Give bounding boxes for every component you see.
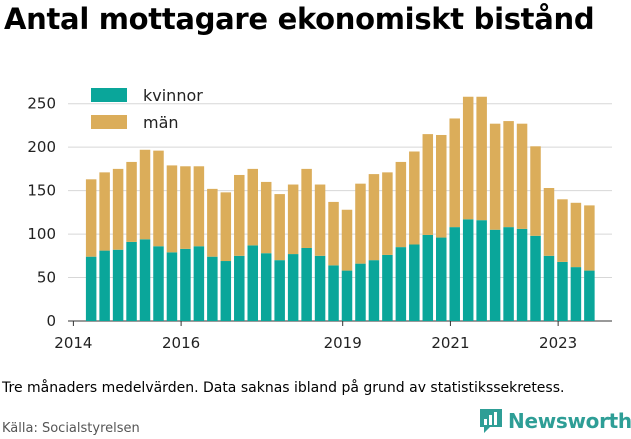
bar-män [220,192,232,262]
bar-kvinnor [207,256,218,321]
x-tick-label: 2019 [324,334,362,352]
bar-män [85,179,97,257]
brand-logo[interactable]: Newsworthy [478,407,631,435]
y-tick-label: 150 [27,182,56,200]
bar-män [503,121,514,228]
bar-kvinnor [112,249,124,321]
bar-män [368,174,380,261]
bar-män [557,199,568,262]
bar-kvinnor [543,255,555,321]
bar-kvinnor [530,235,541,321]
bar-män [274,194,285,261]
bar-kvinnor [449,227,460,321]
bar-män [166,165,178,253]
bar-kvinnor [85,256,97,321]
bar-män [99,172,110,251]
y-tick-label: 50 [37,269,56,287]
bar-kvinnor [355,263,366,321]
bar-män [314,184,326,256]
bar-kvinnor [260,253,272,321]
brand-name: Newsworthy [508,409,631,433]
bar-män [395,161,407,248]
bar-kvinnor [287,254,299,321]
bar-män [193,166,205,247]
newsworthy-logo-icon [480,409,502,433]
y-tick-label: 0 [46,312,56,330]
legend-swatch [91,115,127,129]
bar-kvinnor [462,219,474,321]
bar-män [449,118,460,228]
x-tick-label: 2016 [162,334,200,352]
bar-män [180,166,191,249]
bar-kvinnor [153,246,164,321]
bar-kvinnor [328,265,339,321]
bar-kvinnor [234,255,245,321]
bar-kvinnor [301,247,312,321]
bar-män [462,96,474,220]
bar-män [247,168,258,246]
bar-kvinnor [247,245,258,321]
legend-label: män [143,113,179,132]
x-tick-label: 2014 [54,334,92,352]
bar-kvinnor [180,248,191,321]
y-tick-label: 250 [27,95,56,113]
bar-män [422,134,434,235]
y-tick-label: 200 [27,138,56,156]
source-label: Källa: Socialstyrelsen [2,421,140,436]
bar-kvinnor [503,227,514,321]
bar-män [287,184,299,255]
bar-män [341,209,353,271]
bar-män [328,201,339,266]
bar-kvinnor [274,260,285,321]
bar-kvinnor [436,237,447,321]
bar-män [260,181,272,254]
bar-kvinnor [368,260,380,321]
bar-män [530,146,541,236]
bar-kvinnor [516,228,528,321]
bar-män [126,161,137,242]
bar-kvinnor [220,261,232,321]
bar-kvinnor [382,254,393,321]
legend-swatch [91,88,127,102]
bar-män [516,123,528,229]
bar-kvinnor [139,239,151,321]
bar-män [570,202,582,268]
bar-män [153,150,164,247]
bar-män [543,188,555,256]
bar-män [476,96,487,221]
x-tick-label: 2021 [431,334,469,352]
bar-kvinnor [422,234,434,321]
bar-män [409,151,420,245]
y-tick-label: 100 [27,225,56,243]
bar-män [139,149,151,240]
bar-kvinnor [193,246,205,321]
bar-män [207,188,218,257]
bar-män [301,168,312,248]
bar-kvinnor [409,244,420,321]
bar-män [382,172,393,255]
bar-män [584,205,595,271]
legend-label: kvinnor [143,86,203,105]
bar-kvinnor [570,267,582,321]
bar-kvinnor [584,270,595,321]
bar-kvinnor [99,250,110,321]
bar-män [112,168,124,250]
chart-title: Antal mottagare ekonomiskt bistånd [4,2,595,36]
bar-män [234,174,245,256]
bar-män [489,123,501,230]
bar-kvinnor [557,261,568,321]
bar-kvinnor [476,220,487,321]
bar-kvinnor [166,252,178,321]
chart-note: Tre månaders medelvärden. Data saknas ib… [2,380,565,396]
bar-kvinnor [314,255,326,321]
bar-män [436,134,447,238]
x-tick-label: 2023 [539,334,577,352]
bar-kvinnor [126,241,137,321]
bar-män [355,183,366,264]
bar-kvinnor [395,247,407,321]
bar-kvinnor [489,229,501,321]
bar-kvinnor [341,270,353,321]
